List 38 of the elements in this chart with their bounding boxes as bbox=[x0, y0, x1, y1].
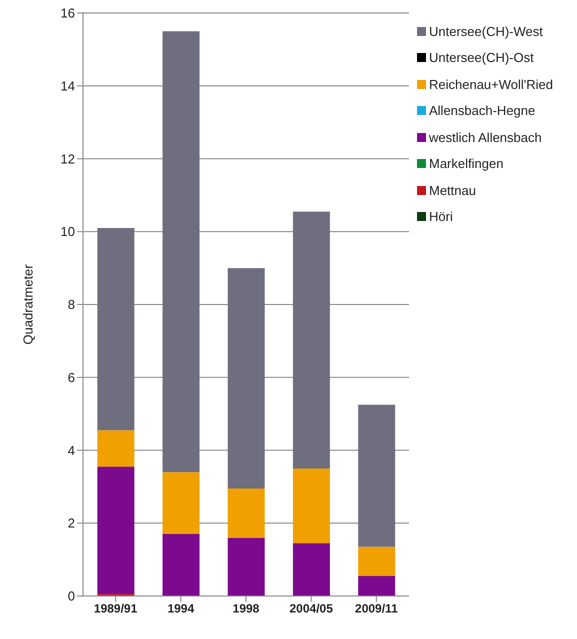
x-tick-label: 1998 bbox=[232, 602, 260, 616]
legend-label: Höri bbox=[429, 209, 453, 224]
y-tick-label: 12 bbox=[60, 151, 75, 166]
y-tick-label: 4 bbox=[68, 442, 75, 458]
legend-label: Reichenau+Woll'Ried bbox=[429, 76, 554, 92]
x-tick-label: 1994 bbox=[167, 602, 194, 616]
legend-label: Untersee(CH)-Ost bbox=[429, 50, 534, 66]
legend-label: Markelfingen bbox=[429, 156, 504, 172]
bar bbox=[228, 538, 265, 596]
y-tick-label: 8 bbox=[68, 297, 75, 312]
x-tick-label: 2004/05 bbox=[290, 602, 334, 616]
y-tick-label: 0 bbox=[68, 588, 75, 604]
bar bbox=[97, 228, 134, 430]
legend-label: Allensbach-Hegne bbox=[429, 103, 536, 118]
bar bbox=[292, 468, 330, 544]
bar bbox=[228, 268, 265, 489]
bar bbox=[228, 488, 265, 538]
y-tick-label: 14 bbox=[60, 78, 75, 94]
y-tick-label: 10 bbox=[60, 224, 75, 240]
bar bbox=[162, 472, 200, 534]
legend-label: westlich Allensbach bbox=[429, 130, 542, 145]
bar bbox=[358, 576, 396, 596]
bar bbox=[162, 31, 200, 472]
x-tick-label: 2009/11 bbox=[355, 602, 398, 616]
bar bbox=[162, 534, 200, 596]
bar bbox=[97, 466, 134, 594]
x-tick-label: 1989/91 bbox=[94, 602, 138, 616]
bar bbox=[358, 546, 396, 576]
legend-label: Untersee(CH)-West bbox=[429, 24, 543, 39]
bar bbox=[292, 543, 330, 596]
legend-label: Mettnau bbox=[429, 182, 476, 198]
y-tick-label: 6 bbox=[68, 370, 75, 385]
bar bbox=[358, 404, 396, 547]
y-tick-label: 2 bbox=[68, 516, 75, 531]
y-axis-title: Quadratmeter bbox=[20, 264, 36, 345]
y-tick-label: 16 bbox=[60, 6, 75, 21]
bar bbox=[97, 430, 134, 467]
bar bbox=[292, 212, 330, 468]
